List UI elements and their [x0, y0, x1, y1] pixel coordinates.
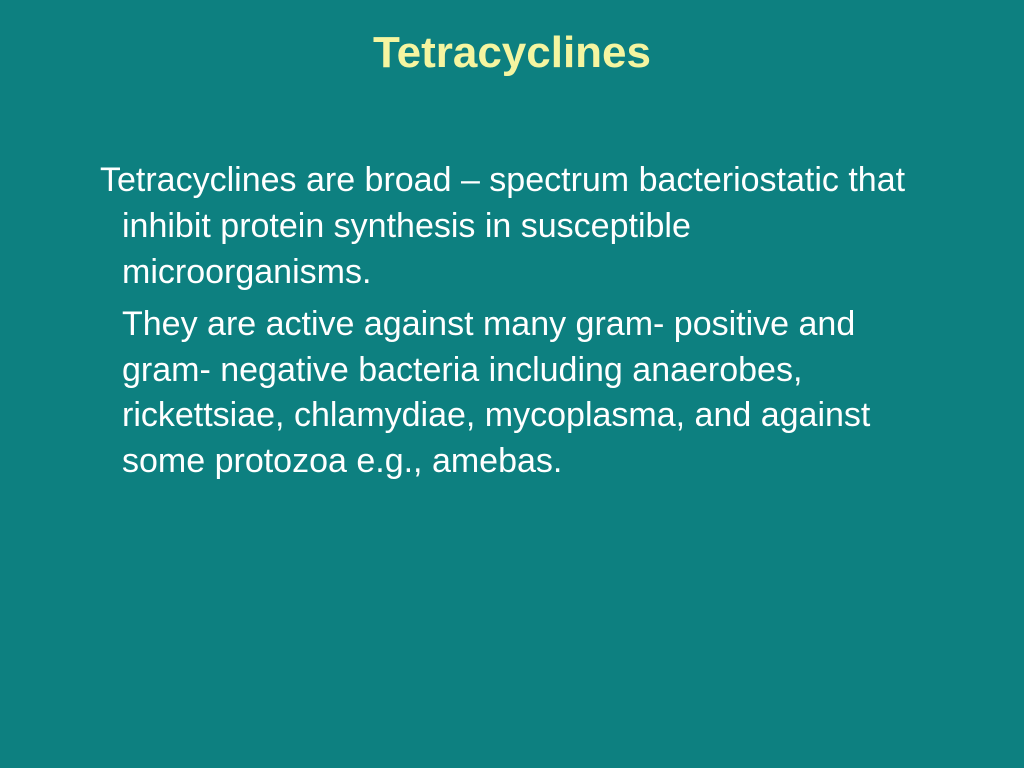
- paragraph-2: They are active against many gram- posit…: [100, 302, 944, 486]
- slide-container: Tetracyclines Tetracyclines are broad – …: [0, 0, 1024, 768]
- slide-body: Tetracyclines are broad – spectrum bacte…: [60, 158, 964, 485]
- paragraph-1: Tetracyclines are broad – spectrum bacte…: [100, 158, 944, 296]
- slide-title: Tetracyclines: [60, 28, 964, 78]
